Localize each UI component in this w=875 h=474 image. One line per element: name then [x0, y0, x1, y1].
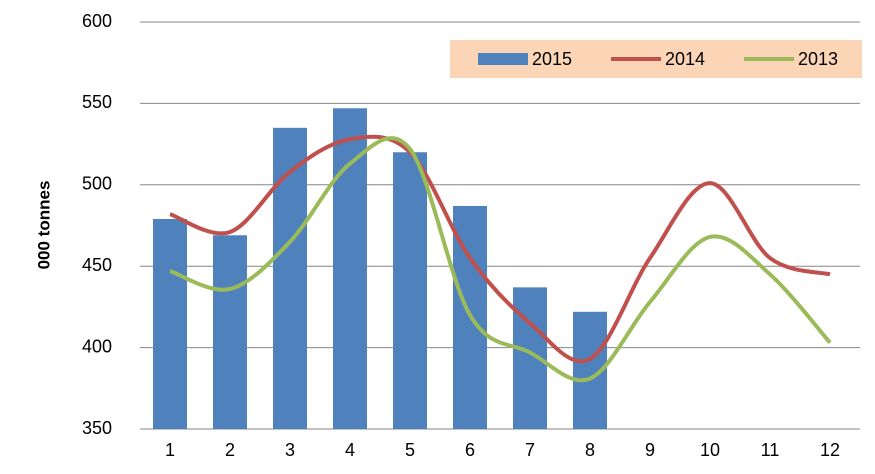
x-tick-label: 8	[585, 440, 595, 460]
y-tick-label: 600	[82, 11, 112, 31]
bar	[273, 127, 307, 429]
bar	[393, 152, 427, 430]
line	[169, 134, 831, 364]
y-tick-label: 450	[82, 255, 112, 275]
line	[169, 136, 832, 383]
x-tick-label: 1	[165, 440, 175, 460]
legend-label: 2015	[532, 49, 572, 69]
x-tick-label: 12	[820, 440, 840, 460]
y-tick-label: 400	[82, 336, 112, 356]
y-tick-label: 550	[82, 92, 112, 112]
x-tick-label: 4	[345, 440, 355, 460]
x-tick-label: 2	[225, 440, 235, 460]
legend-label: 2014	[665, 49, 705, 69]
legend-swatch	[478, 53, 528, 65]
x-tick-label: 6	[465, 440, 475, 460]
x-tick-label: 7	[525, 440, 535, 460]
x-tick-label: 9	[645, 440, 655, 460]
y-axis-label: 000 tonnes	[34, 181, 53, 270]
legend-label: 2013	[798, 49, 838, 69]
y-tick-label: 500	[82, 174, 112, 194]
bar	[213, 235, 247, 429]
x-tick-label: 5	[405, 440, 415, 460]
x-tick-label: 3	[285, 440, 295, 460]
x-tick-label: 11	[761, 440, 780, 460]
bar	[153, 218, 187, 429]
y-tick-label: 350	[82, 418, 112, 438]
x-tick-label: 10	[700, 440, 720, 460]
